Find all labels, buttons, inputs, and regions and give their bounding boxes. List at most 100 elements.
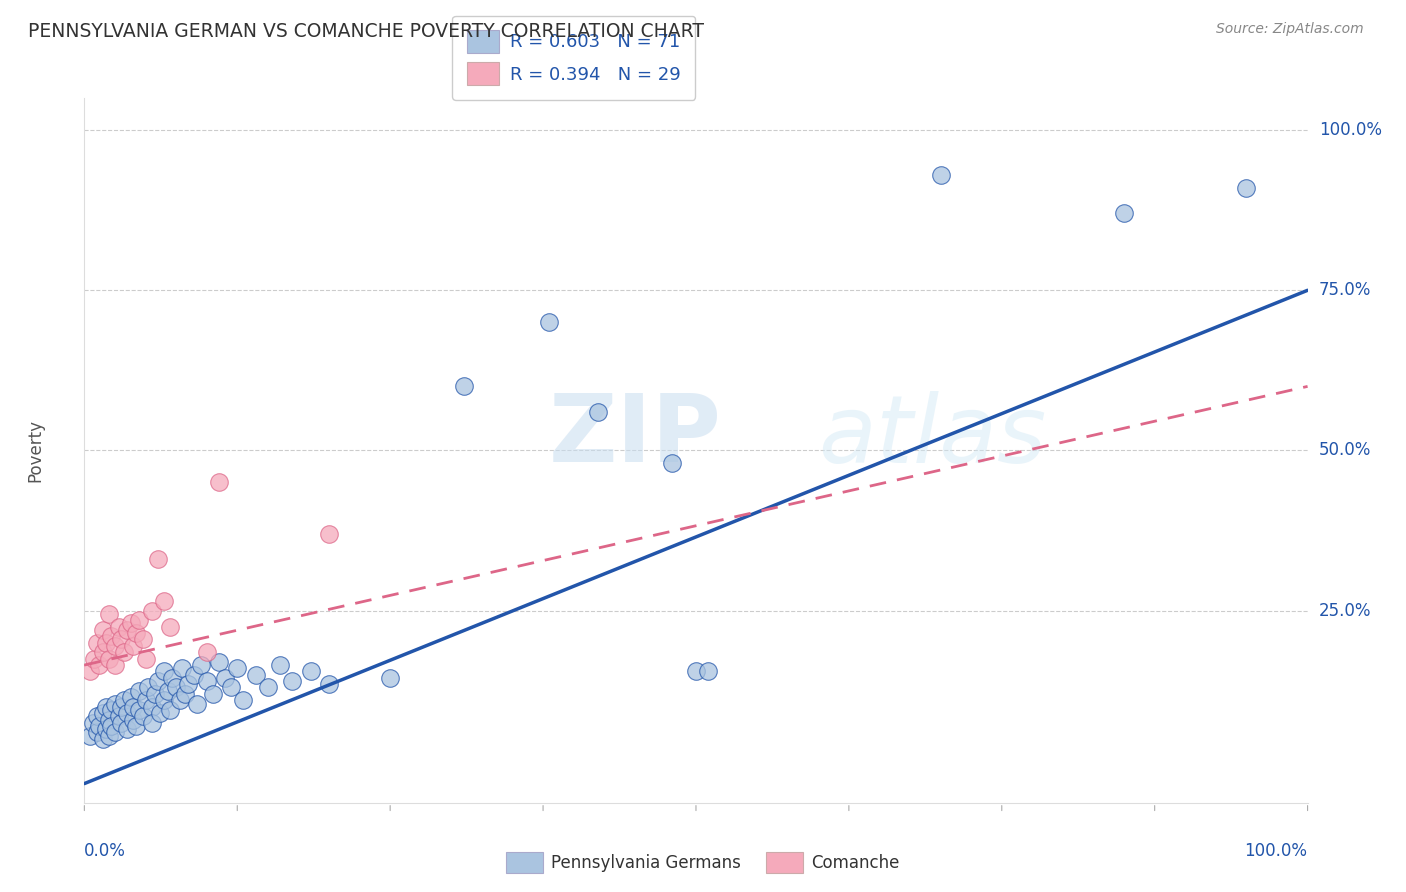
- Point: [135, 693, 157, 707]
- Point: [96, 722, 118, 736]
- Text: 0.0%: 0.0%: [84, 842, 127, 860]
- Point: [257, 681, 280, 695]
- Point: [318, 526, 340, 541]
- Point: [135, 651, 157, 665]
- Point: [190, 658, 212, 673]
- Point: [173, 687, 195, 701]
- Point: [141, 715, 163, 730]
- Point: [318, 677, 340, 691]
- Point: [165, 681, 187, 695]
- Point: [104, 697, 127, 711]
- Point: [86, 635, 108, 649]
- Text: atlas: atlas: [818, 391, 1046, 482]
- Point: [125, 626, 148, 640]
- Point: [100, 719, 122, 733]
- Point: [186, 697, 208, 711]
- Text: PENNSYLVANIA GERMAN VS COMANCHE POVERTY CORRELATION CHART: PENNSYLVANIA GERMAN VS COMANCHE POVERTY …: [28, 22, 704, 41]
- Point: [86, 725, 108, 739]
- Point: [97, 607, 120, 621]
- Text: 100.0%: 100.0%: [1319, 121, 1382, 139]
- Point: [91, 645, 114, 659]
- Point: [97, 713, 120, 727]
- Text: ZIP: ZIP: [550, 391, 723, 483]
- Point: [208, 655, 231, 669]
- Point: [661, 456, 683, 470]
- Point: [685, 665, 707, 679]
- Point: [153, 665, 176, 679]
- Point: [208, 475, 231, 490]
- Point: [586, 405, 609, 419]
- Point: [149, 706, 172, 720]
- Point: [132, 709, 155, 723]
- Point: [122, 713, 145, 727]
- Text: 50.0%: 50.0%: [1319, 442, 1371, 459]
- Point: [87, 719, 110, 733]
- Point: [245, 667, 267, 681]
- Legend: Pennsylvania Germans, Comanche: Pennsylvania Germans, Comanche: [499, 846, 907, 880]
- Point: [122, 639, 145, 653]
- Point: [110, 715, 132, 730]
- Legend: R = 0.603   N = 71, R = 0.394   N = 29: R = 0.603 N = 71, R = 0.394 N = 29: [453, 15, 695, 100]
- Text: 75.0%: 75.0%: [1319, 281, 1371, 300]
- Point: [104, 725, 127, 739]
- Point: [96, 699, 118, 714]
- Point: [86, 709, 108, 723]
- Point: [169, 693, 191, 707]
- Point: [97, 729, 120, 743]
- Point: [214, 671, 236, 685]
- Point: [141, 699, 163, 714]
- Point: [538, 315, 561, 329]
- Point: [120, 690, 142, 705]
- Point: [120, 616, 142, 631]
- Point: [172, 661, 194, 675]
- Point: [115, 722, 138, 736]
- Point: [82, 715, 104, 730]
- Point: [380, 671, 402, 685]
- Point: [79, 729, 101, 743]
- Text: 25.0%: 25.0%: [1319, 601, 1371, 620]
- Point: [141, 604, 163, 618]
- Point: [115, 706, 138, 720]
- Point: [232, 693, 254, 707]
- Point: [107, 709, 129, 723]
- Point: [146, 552, 169, 566]
- Point: [91, 706, 114, 720]
- Point: [112, 693, 135, 707]
- Point: [156, 683, 179, 698]
- Point: [226, 661, 249, 675]
- Point: [159, 703, 181, 717]
- Point: [96, 635, 118, 649]
- Point: [128, 703, 150, 717]
- Point: [929, 168, 952, 182]
- Point: [1114, 206, 1136, 220]
- Point: [104, 658, 127, 673]
- Point: [697, 665, 720, 679]
- Point: [143, 687, 166, 701]
- Point: [87, 658, 110, 673]
- Point: [110, 632, 132, 647]
- Point: [79, 665, 101, 679]
- Point: [269, 658, 291, 673]
- Point: [91, 731, 114, 746]
- Text: Poverty: Poverty: [27, 419, 45, 482]
- Point: [219, 681, 242, 695]
- Point: [183, 667, 205, 681]
- Point: [195, 674, 218, 689]
- Text: Source: ZipAtlas.com: Source: ZipAtlas.com: [1216, 22, 1364, 37]
- Point: [281, 674, 304, 689]
- Point: [115, 623, 138, 637]
- Point: [195, 645, 218, 659]
- Point: [201, 687, 224, 701]
- Point: [97, 651, 120, 665]
- Point: [128, 613, 150, 627]
- Point: [107, 619, 129, 633]
- Point: [162, 671, 184, 685]
- Point: [132, 632, 155, 647]
- Point: [153, 594, 176, 608]
- Point: [146, 674, 169, 689]
- Point: [91, 623, 114, 637]
- Text: 100.0%: 100.0%: [1244, 842, 1308, 860]
- Point: [128, 683, 150, 698]
- Point: [153, 693, 176, 707]
- Point: [125, 719, 148, 733]
